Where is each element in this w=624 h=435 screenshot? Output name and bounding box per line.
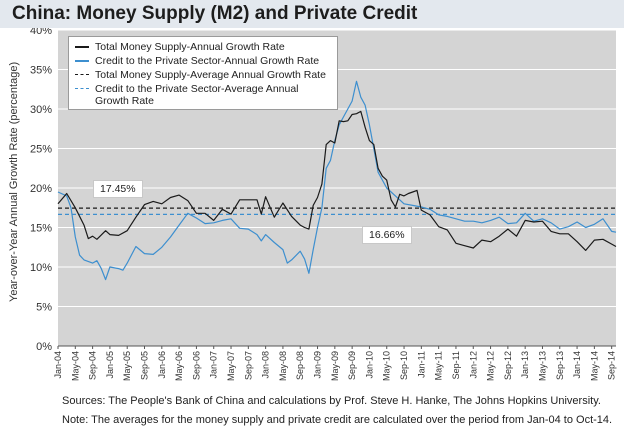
x-tick-label: Sep-12 <box>503 351 513 380</box>
x-tick-label: Sep-13 <box>555 351 565 380</box>
credit-growth-line <box>57 80 617 281</box>
x-tick-label: Sep-05 <box>140 351 150 380</box>
chart-title: China: Money Supply (M2) and Private Cre… <box>12 3 418 24</box>
x-tick-label: Sep-08 <box>295 351 305 380</box>
x-tick-label: May-11 <box>434 351 444 380</box>
legend: Total Money Supply-Annual Growth Rate Cr… <box>68 36 338 110</box>
legend-swatch-credit-average <box>75 88 89 89</box>
y-tick-label: 5% <box>36 302 52 314</box>
legend-swatch-m2-average <box>75 74 89 75</box>
x-tick-label: Sep-07 <box>243 351 253 380</box>
x-tick-label: Jan-05 <box>105 351 115 379</box>
x-tick-label: Jan-09 <box>313 351 323 379</box>
x-tick-label: May-14 <box>589 351 599 381</box>
x-tick-label: May-08 <box>278 351 288 381</box>
legend-label-m2-average: Total Money Supply-Average Annual Growth… <box>95 69 326 81</box>
y-tick-label: 10% <box>30 262 52 274</box>
x-tick-label: Sep-06 <box>191 351 201 380</box>
y-tick-label: 20% <box>30 183 52 195</box>
x-tick-label: Sep-10 <box>399 351 409 380</box>
x-tick-label: Jan-11 <box>416 351 426 378</box>
m2-average-label: 17.45% <box>93 180 143 198</box>
x-tick-label: May-04 <box>70 351 80 381</box>
x-tick-label: Jan-13 <box>520 351 530 379</box>
credit-average-label: 16.66% <box>362 226 412 244</box>
x-tick-label: Sep-14 <box>607 351 617 380</box>
legend-label-credit: Credit to the Private Sector-Annual Grow… <box>95 55 320 67</box>
x-tick-label: Jan-04 <box>53 351 63 379</box>
x-tick-label: Jan-14 <box>572 351 582 379</box>
x-tick-label: Jan-07 <box>209 351 219 379</box>
y-tick-label: 40% <box>30 28 52 37</box>
x-tick-label: May-12 <box>486 351 496 381</box>
source-note: Sources: The People's Bank of China and … <box>62 395 601 407</box>
m2-growth-line <box>57 110 617 251</box>
y-tick-label: 15% <box>30 223 52 235</box>
x-tick-label: Jan-06 <box>157 351 167 379</box>
x-tick-label: Jan-08 <box>261 351 271 379</box>
x-tick-label: Sep-11 <box>451 351 461 379</box>
title-bar: China: Money Supply (M2) and Private Cre… <box>0 0 624 28</box>
y-axis-label: Year-over-Year Annual Growth Rate (perce… <box>8 61 20 302</box>
y-tick-label: 25% <box>30 144 52 156</box>
x-tick-label: May-06 <box>174 351 184 381</box>
x-tick-label: Jan-12 <box>468 351 478 379</box>
x-tick-label: May-10 <box>382 351 392 381</box>
x-tick-label: Sep-04 <box>88 351 98 380</box>
x-tick-label: May-09 <box>330 351 340 381</box>
x-tick-label: May-07 <box>226 351 236 381</box>
y-tick-label: 35% <box>30 65 52 77</box>
x-tick-label: May-05 <box>122 351 132 381</box>
legend-swatch-credit <box>75 60 89 62</box>
average-note: Note: The averages for the money supply … <box>62 414 613 426</box>
y-tick-label: 0% <box>36 341 52 353</box>
x-tick-label: May-13 <box>537 351 547 381</box>
x-tick-label: Jan-10 <box>364 351 374 379</box>
y-tick-label: 30% <box>30 104 52 116</box>
x-tick-label: Sep-09 <box>347 351 357 380</box>
legend-label-m2: Total Money Supply-Annual Growth Rate <box>95 41 285 53</box>
legend-swatch-m2 <box>75 46 89 48</box>
legend-label-credit-average: Credit to the Private Sector-Average Ann… <box>95 83 299 107</box>
